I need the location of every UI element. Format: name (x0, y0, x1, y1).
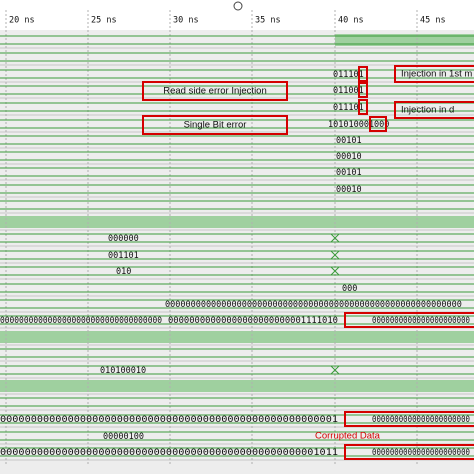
signal-value: 00010 (336, 185, 362, 195)
time-label: 45 ns (420, 16, 446, 26)
signal-value: 000 (342, 284, 357, 294)
signal-value: 001101 (108, 251, 139, 261)
signal-value: 011001 (333, 86, 364, 96)
highlight-box (394, 101, 474, 119)
signal-value: 0000000000000000000000000000000000000000… (0, 415, 338, 425)
highlight-box (358, 66, 368, 82)
signal-value: 00010 (336, 152, 362, 162)
signal-value: 010 (116, 267, 131, 277)
signal-value: 0000000000000000000000 (372, 448, 470, 458)
annotation: Injection in 1st m (401, 69, 472, 80)
time-label: 25 ns (91, 16, 117, 26)
annotation: Corrupted Data (315, 431, 381, 442)
signal-value: 000000 (108, 234, 139, 244)
group-band (335, 34, 474, 46)
highlight-box (344, 444, 474, 460)
transition (330, 233, 340, 243)
group-band (0, 380, 474, 392)
waves: 20 ns 25 ns 30 ns 35 ns 40 ns 45 ns 011101 0110… (0, 10, 474, 466)
signal-value: 010100010 (100, 366, 146, 376)
signal-value: 00101 (336, 136, 362, 146)
signal-value: 00000100 (103, 432, 144, 442)
transition (330, 365, 340, 375)
highlight-box (344, 411, 474, 427)
signal-value: 011101 (333, 70, 364, 80)
time-label: 30 ns (173, 16, 199, 26)
time-label: 35 ns (255, 16, 281, 26)
highlight-box (369, 116, 387, 132)
signal-value: 0000000000000000000000000000000000000000… (165, 300, 462, 310)
highlight-box (358, 99, 368, 115)
signal-value: 101010001000 (328, 120, 389, 130)
group-band (0, 216, 474, 228)
signal-value: 00000000000000000000000001111010 (168, 316, 338, 326)
cursor-handle[interactable] (233, 1, 243, 11)
signal-value: 0000000000000000000000 (372, 316, 470, 326)
highlight-box (394, 65, 474, 83)
annotation: Injection in d (401, 105, 454, 116)
time-label: 20 ns (9, 16, 35, 26)
annotation: Single Bit error (184, 120, 247, 131)
highlight-box (358, 82, 368, 98)
transition (330, 250, 340, 260)
signal-value: 0000000000000000000000000000000000000000… (0, 448, 338, 458)
time-label: 40 ns (338, 16, 364, 26)
signal-value: 0000000000000000000000000000000000 (0, 316, 162, 326)
highlight-box (344, 312, 474, 328)
transition (330, 266, 340, 276)
signal-value: 011101 (333, 103, 364, 113)
signal-value: 00101 (336, 168, 362, 178)
signal-value: 0000000000000000000000 (372, 415, 470, 425)
highlight-box (142, 115, 288, 135)
highlight-box (142, 81, 288, 101)
group-band (0, 331, 474, 343)
annotation: Read side error Injection (163, 86, 267, 97)
